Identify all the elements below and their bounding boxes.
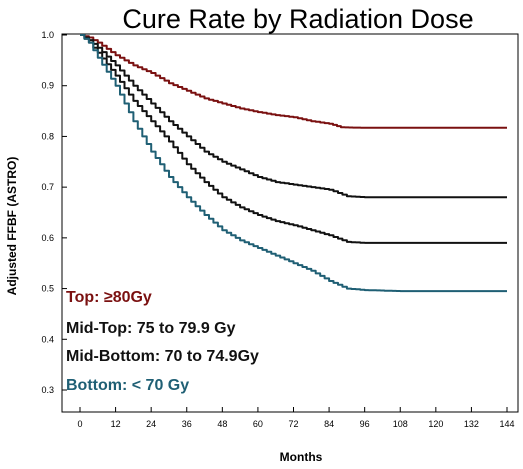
x-tick-label: 108 <box>393 419 408 429</box>
series-line-3 <box>80 34 507 293</box>
series-group <box>80 34 507 293</box>
series-line-1 <box>80 34 507 199</box>
x-tick-label: 48 <box>217 419 227 429</box>
y-tick-label: 0.8 <box>41 131 54 141</box>
x-axis-title: Months <box>280 450 323 464</box>
x-tick-label: 0 <box>77 419 82 429</box>
y-tick-label: 0.6 <box>41 233 54 243</box>
x-tick-label: 132 <box>464 419 479 429</box>
y-tick-label: 0.5 <box>41 284 54 294</box>
x-tick-label: 60 <box>253 419 263 429</box>
x-tick-label: 84 <box>324 419 334 429</box>
y-axis: 1.0 0.9 0.8 0.7 0.6 0.5 0.4 0.3 <box>41 30 67 395</box>
chart-title: Cure Rate by Radiation Dose <box>122 4 473 34</box>
x-tick-label: 96 <box>360 419 370 429</box>
y-tick-label: 0.3 <box>41 385 54 395</box>
legend-entry-3: Bottom: < 70 Gy <box>66 377 189 394</box>
series-line-2 <box>80 34 507 244</box>
y-axis-title: Adjusted FFBF (ASTRO) <box>5 157 19 296</box>
x-tick-label: 120 <box>428 419 443 429</box>
plot-area <box>61 33 519 413</box>
plot-frame <box>61 33 519 413</box>
legend-entry-0: Top: ≥80Gy <box>66 289 152 306</box>
x-tick-label: 72 <box>288 419 298 429</box>
legend-entry-1: Mid-Top: 75 to 79.9 Gy <box>66 320 236 337</box>
x-tick-label: 24 <box>146 419 156 429</box>
y-tick-label: 0.9 <box>41 81 54 91</box>
y-tick-label: 1.0 <box>41 30 54 40</box>
y-tick-label: 0.4 <box>41 334 54 344</box>
series-line-0 <box>80 34 507 129</box>
x-tick-label: 12 <box>111 419 121 429</box>
x-axis: 0 12 24 36 48 60 72 84 96 108 120 132 144 <box>77 407 515 429</box>
x-tick-label: 36 <box>182 419 192 429</box>
y-tick-label: 0.7 <box>41 182 54 192</box>
x-tick-label: 144 <box>499 419 514 429</box>
legend: Top: ≥80Gy Mid-Top: 75 to 79.9 Gy Mid-Bott… <box>66 289 259 394</box>
legend-entry-2: Mid-Bottom: 70 to 74.9Gy <box>66 348 259 365</box>
